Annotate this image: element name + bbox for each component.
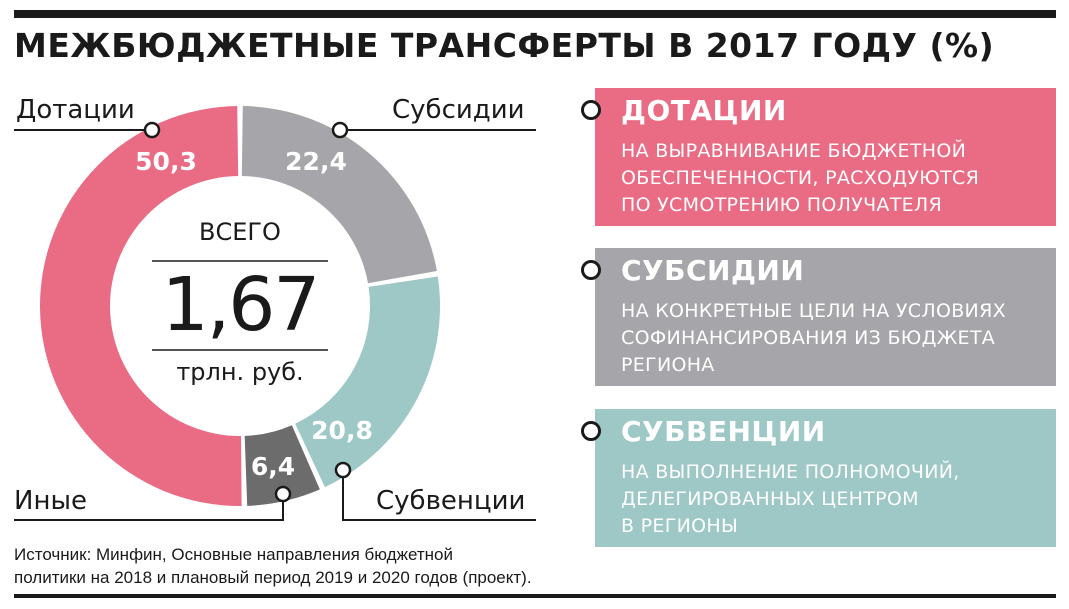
bottom-rule bbox=[14, 594, 1056, 598]
panel-title: СУБВЕНЦИИ bbox=[621, 415, 826, 448]
leader-line-subventsii bbox=[342, 470, 536, 521]
panel-subventsii: СУБВЕНЦИИ НА ВЫПОЛНЕНИЕ ПОЛНОМОЧИЙ, ДЕЛЕ… bbox=[581, 409, 1056, 547]
value-label-inye: 6,4 bbox=[251, 452, 295, 481]
value-label-subsidii: 22,4 bbox=[285, 147, 347, 176]
total-caption: ВСЕГО bbox=[199, 218, 281, 246]
total-unit: трлн. руб. bbox=[176, 358, 304, 386]
panel-title: ДОТАЦИИ bbox=[621, 94, 787, 127]
panel-description: НА ВЫПОЛНЕНИЕ ПОЛНОМОЧИЙ, ДЕЛЕГИРОВАННЫХ… bbox=[621, 461, 960, 537]
panel-dotatsii: ДОТАЦИИ НА ВЫРАВНИВАНИЕ БЮДЖЕТНОЙ ОБЕСПЕ… bbox=[581, 88, 1056, 226]
value-label-dotatsii: 50,3 bbox=[135, 147, 197, 176]
panel-description: НА ВЫРАВНИВАНИЕ БЮДЖЕТНОЙ ОБЕСПЕЧЕННОСТИ… bbox=[621, 140, 980, 216]
leader-dot-inye bbox=[274, 485, 292, 503]
source-line-2: политики на 2018 и плановый период 2019 … bbox=[14, 568, 532, 587]
panel-title: СУБСИДИИ bbox=[621, 254, 805, 287]
callout-label-dotatsii: Дотации bbox=[16, 95, 135, 125]
leader-dot-subventsii bbox=[334, 461, 352, 479]
top-rule bbox=[14, 10, 1056, 18]
bullet-dot-icon bbox=[581, 260, 601, 280]
callout-label-subventsii: Субвенции bbox=[376, 486, 526, 516]
panel-description: НА КОНКРЕТНЫЕ ЦЕЛИ НА УСЛОВИЯХ СОФИНАНСИ… bbox=[621, 300, 1006, 376]
callout-label-inye: Иные bbox=[14, 486, 87, 516]
chart-title: МЕЖБЮДЖЕТНЫЕ ТРАНСФЕРТЫ В 2017 ГОДУ (%) bbox=[14, 26, 995, 65]
leader-line-inye bbox=[14, 494, 284, 521]
slice-subventsii bbox=[295, 276, 440, 488]
source-note: Источник: Минфин, Основные направления б… bbox=[14, 543, 714, 589]
value-label-subventsii: 20,8 bbox=[311, 416, 373, 445]
panel-subsidii: СУБСИДИИ НА КОНКРЕТНЫЕ ЦЕЛИ НА УСЛОВИЯХ … bbox=[581, 248, 1056, 386]
total-value: 1,67 bbox=[161, 262, 321, 348]
slice-inye bbox=[244, 425, 320, 506]
source-line-1: Источник: Минфин, Основные направления б… bbox=[14, 545, 453, 564]
leader-dot-dotatsii bbox=[143, 121, 161, 139]
bullet-dot-icon bbox=[581, 421, 601, 441]
callout-label-subsidii: Субсидии bbox=[392, 95, 525, 125]
bullet-dot-icon bbox=[581, 100, 601, 120]
slice-subsidii bbox=[241, 106, 437, 284]
leader-dot-subsidii bbox=[331, 121, 349, 139]
slice-dotatsii bbox=[40, 106, 242, 506]
